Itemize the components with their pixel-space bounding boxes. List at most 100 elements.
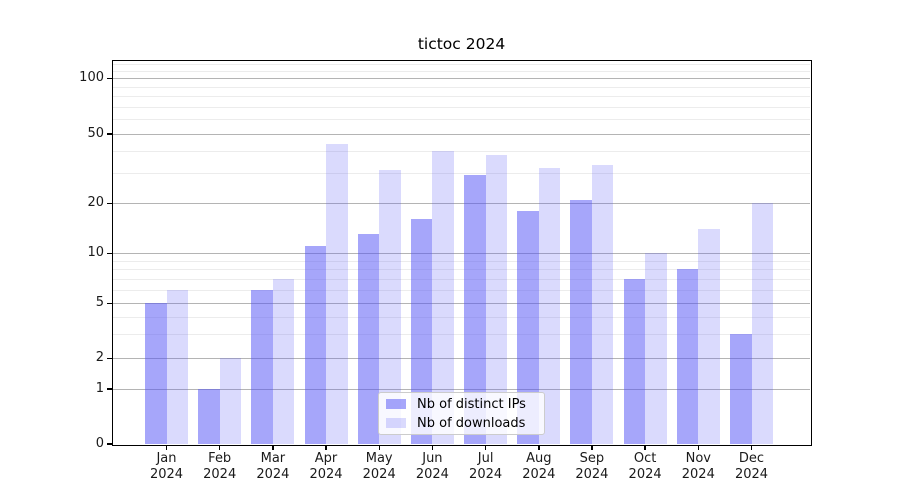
x-tick-label-jul: Jul 2024 <box>454 451 518 483</box>
minor-gridline-9 <box>113 260 810 262</box>
y-tick-10 <box>107 252 112 255</box>
major-gridline-100 <box>113 78 810 80</box>
minor-gridline-70 <box>113 107 810 108</box>
x-tick-month: Mar <box>260 451 286 466</box>
bar-feb-distinct-ips <box>198 389 220 444</box>
y-tick-label-0: 0 <box>95 436 104 451</box>
bar-jul-distinct-ips <box>464 175 486 444</box>
bar-jun-downloads <box>432 150 454 444</box>
legend-swatch-distinct-ips <box>386 399 406 409</box>
legend-item-distinct-ips: Nb of distinct IPs <box>386 397 544 412</box>
x-tick-label-apr: Apr 2024 <box>294 451 358 483</box>
y-tick-label-100: 100 <box>79 70 104 86</box>
x-tick-label-sep: Sep 2024 <box>560 451 624 483</box>
y-tick-100 <box>107 77 112 79</box>
x-tick-label-oct: Oct 2024 <box>613 451 677 483</box>
bar-oct-downloads <box>645 253 667 444</box>
bar-jan-downloads <box>166 290 188 444</box>
bar-sep-downloads <box>591 165 614 444</box>
x-tick-month: Jan <box>156 451 177 466</box>
legend: Nb of distinct IPs Nb of downloads <box>378 392 545 435</box>
x-tick-label-aug: Aug 2024 <box>507 451 571 483</box>
minor-gridline-6 <box>113 290 810 292</box>
minor-gridline-7 <box>113 279 810 280</box>
minor-gridline-60 <box>113 119 810 121</box>
major-gridline-1 <box>113 389 810 390</box>
y-tick-label-50: 50 <box>87 126 104 141</box>
x-tick-month: Sep <box>579 451 605 466</box>
bar-aug-downloads <box>538 167 561 444</box>
y-tick-1 <box>107 388 112 390</box>
x-tick-year: 2024 <box>362 467 396 482</box>
x-tick-year: 2024 <box>469 467 503 482</box>
x-tick-label-mar: Mar 2024 <box>241 451 305 483</box>
bar-feb-downloads <box>219 358 242 444</box>
x-tick-oct <box>644 445 646 450</box>
bar-dec-distinct-ips <box>730 334 752 444</box>
minor-gridline-80 <box>113 96 810 98</box>
major-gridline-2 <box>113 358 810 360</box>
bar-nov-downloads <box>698 229 720 444</box>
bar-apr-downloads <box>326 143 348 444</box>
bar-jul-downloads <box>485 154 508 444</box>
y-tick-50 <box>107 133 112 135</box>
x-tick-month: Aug <box>526 451 552 466</box>
minor-gridline-110 <box>113 70 810 72</box>
x-tick-sep <box>591 445 593 450</box>
major-gridline-10 <box>113 253 810 255</box>
x-tick-year: 2024 <box>734 467 769 482</box>
bar-may-downloads <box>379 170 401 444</box>
x-tick-feb <box>218 445 221 450</box>
bar-dec-downloads <box>751 203 773 444</box>
y-tick-label-5: 5 <box>95 295 104 311</box>
bar-mar-downloads <box>272 279 295 444</box>
x-tick-label-nov: Nov 2024 <box>666 451 730 483</box>
y-tick-20 <box>107 202 112 205</box>
minor-gridline-30 <box>113 172 810 174</box>
x-tick-nov <box>697 445 699 450</box>
x-tick-label-dec: Dec 2024 <box>720 451 784 483</box>
x-tick-label-jun: Jun 2024 <box>400 451 464 483</box>
x-tick-month: Dec <box>738 451 765 466</box>
y-tick-label-20: 20 <box>87 195 104 211</box>
x-tick-year: 2024 <box>203 467 237 482</box>
legend-label-distinct-ips: Nb of distinct IPs <box>417 396 526 412</box>
bar-apr-distinct-ips <box>304 246 326 444</box>
y-tick-2 <box>107 357 112 360</box>
y-tick-label-1: 1 <box>95 381 104 396</box>
bar-mar-distinct-ips <box>251 290 273 444</box>
x-tick-apr <box>325 445 327 450</box>
x-tick-jul <box>484 445 487 450</box>
x-tick-may <box>378 445 380 450</box>
x-tick-month: Jul <box>477 451 494 466</box>
minor-gridline-3 <box>113 334 810 335</box>
major-gridline-20 <box>113 203 810 205</box>
y-tick-0 <box>107 443 112 445</box>
x-tick-year: 2024 <box>522 467 556 482</box>
bar-jun-distinct-ips <box>410 219 433 444</box>
chart-title: tictoc 2024 <box>417 35 506 53</box>
bar-sep-distinct-ips <box>570 199 592 444</box>
major-gridline-50 <box>113 134 810 135</box>
legend-swatch-downloads <box>386 418 406 428</box>
bar-oct-distinct-ips <box>623 279 646 444</box>
y-tick-label-10: 10 <box>87 245 104 261</box>
x-tick-dec <box>750 445 753 450</box>
x-tick-aug <box>538 445 540 450</box>
x-tick-month: May <box>365 451 393 466</box>
minor-gridline-8 <box>113 269 810 271</box>
x-tick-year: 2024 <box>575 467 609 482</box>
major-gridline-5 <box>113 303 810 305</box>
x-tick-year: 2024 <box>149 467 184 482</box>
bar-nov-distinct-ips <box>676 269 699 444</box>
bar-aug-distinct-ips <box>517 210 539 444</box>
legend-label-downloads: Nb of downloads <box>417 415 526 431</box>
x-tick-label-feb: Feb 2024 <box>188 451 252 483</box>
x-tick-mar <box>272 445 274 450</box>
x-tick-year: 2024 <box>415 467 449 482</box>
x-tick-year: 2024 <box>628 467 662 482</box>
minor-gridline-90 <box>113 86 810 88</box>
x-tick-month: Feb <box>208 451 232 466</box>
y-tick-label-2: 2 <box>95 350 104 366</box>
